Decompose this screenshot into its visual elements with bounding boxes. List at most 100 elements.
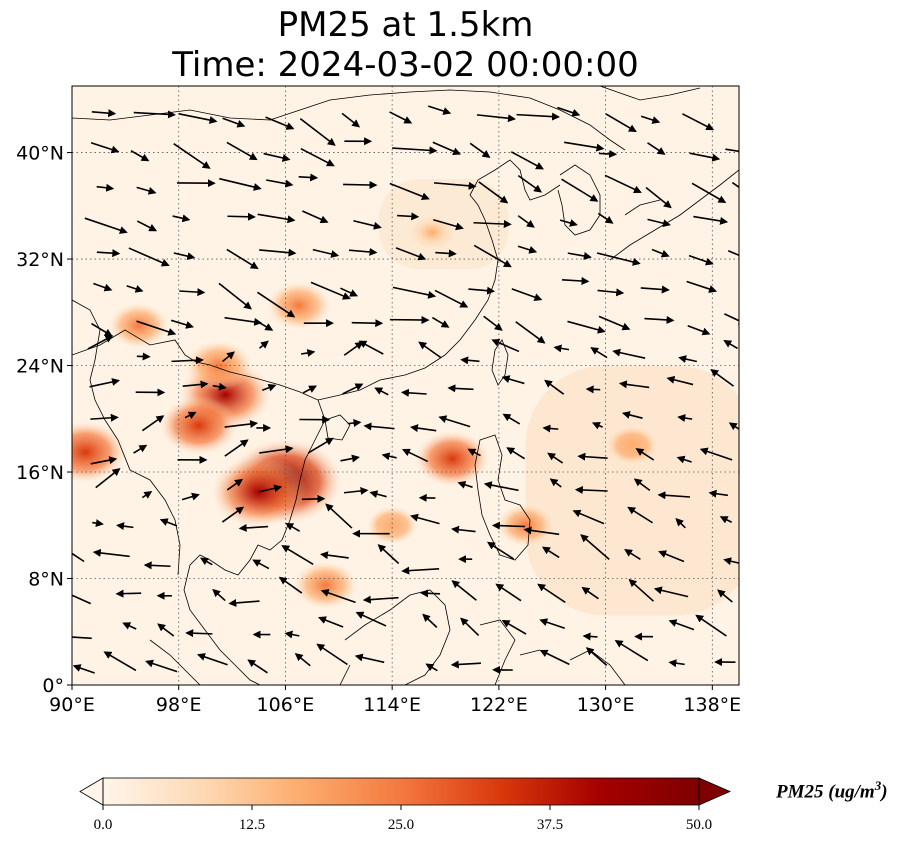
wind-arrow: [420, 589, 441, 598]
wind-arrow: [199, 557, 213, 566]
longitude-ticks: 90°E 98°E 106°E 114°E 122°E 130°E 138°E: [49, 685, 741, 716]
wind-arrow: [431, 316, 450, 328]
wind-arrow: [318, 616, 344, 628]
gridlines: [72, 86, 739, 685]
wind-arrow: [564, 141, 605, 152]
pm25-hotspot: [108, 303, 169, 349]
lon-tick-label: 114°E: [363, 694, 421, 716]
wind-arrow: [90, 141, 120, 154]
wind-arrow: [263, 152, 291, 162]
coastline-sulawesi: [479, 619, 541, 685]
wind-arrow: [395, 247, 427, 261]
wind-arrow: [136, 186, 157, 195]
wind-arrow: [222, 351, 235, 363]
wind-arrow: [678, 355, 698, 363]
wind-arrow: [699, 447, 733, 461]
lon-tick-label: 90°E: [49, 694, 95, 716]
wind-arrow: [143, 561, 171, 570]
wind-arrow: [557, 106, 581, 117]
wind-arrow: [181, 492, 200, 501]
wind-arrow: [666, 375, 694, 386]
wind-arrow: [228, 598, 260, 607]
pm25-hotspot: [210, 455, 307, 528]
wind-arrow: [343, 180, 378, 189]
coastline-korea: [557, 164, 601, 236]
wind-arrow: [561, 178, 599, 202]
wind-arrow: [182, 380, 209, 389]
wind-arrow: [738, 209, 739, 212]
wind-arrow: [708, 489, 729, 498]
wind-arrow: [347, 419, 362, 427]
coastline-japan: [609, 169, 739, 261]
wind-arrow: [567, 320, 606, 334]
wind-arrow: [93, 282, 113, 292]
wind-arrow: [517, 215, 535, 228]
wind-arrow: [227, 212, 256, 221]
wind-arrow: [486, 541, 515, 560]
wind-arrow: [549, 478, 562, 488]
wind-arrow: [300, 147, 335, 167]
wind-arrow: [418, 341, 442, 359]
wind-arrow: [539, 618, 566, 629]
pm25-hotspot: [159, 396, 238, 455]
colorbar: 0.0 12.5 25.0 37.5 50.0: [79, 777, 732, 833]
wind-arrow: [302, 385, 317, 394]
wind-arrow: [539, 649, 570, 666]
wind-arrow: [301, 494, 326, 503]
wind-arrow: [580, 534, 610, 560]
coastline-myanmar: [72, 299, 181, 576]
wind-arrow: [319, 551, 349, 560]
wind-arrow: [116, 522, 134, 531]
wind-arrow: [302, 210, 329, 224]
wind-arrow: [96, 183, 115, 192]
wind-arrow: [84, 217, 128, 234]
coastline-taiwan: [491, 339, 509, 386]
wind-arrow: [547, 452, 564, 464]
wind-arrow: [261, 383, 277, 392]
wind-arrow: [483, 481, 519, 492]
wind-arrow: [516, 112, 560, 121]
wind-arrow: [635, 448, 655, 461]
wind-arrow: [159, 518, 178, 527]
wind-vectors: [72, 105, 739, 674]
wind-arrow: [621, 411, 643, 419]
wind-arrow: [517, 245, 538, 254]
pm25-hotspot: [414, 430, 490, 487]
wind-arrow: [362, 595, 399, 604]
colorbar-label-text: PM25 (ug/m: [776, 781, 875, 803]
wind-arrow: [598, 315, 631, 331]
wind-arrow: [284, 630, 300, 639]
wind-arrow: [300, 349, 316, 357]
wind-arrow: [256, 320, 274, 331]
pm25-hotspot: [497, 504, 554, 547]
wind-arrow: [719, 516, 733, 524]
colorbar-tick-label: 50.0: [686, 817, 712, 833]
wind-arrow: [89, 378, 121, 388]
wind-arrow: [501, 619, 527, 635]
wind-arrow: [651, 248, 670, 258]
wind-arrow: [567, 252, 592, 260]
wind-arrow: [468, 286, 496, 295]
wind-arrow: [515, 321, 546, 344]
wind-arrow: [682, 113, 715, 131]
wind-arrow: [731, 181, 739, 189]
wind-arrow: [389, 111, 413, 124]
pm25-hotspot: [185, 340, 253, 391]
wind-arrow: [72, 664, 95, 674]
wind-arrow: [612, 348, 646, 359]
wind-arrow: [590, 347, 608, 359]
wind-arrow: [258, 340, 269, 349]
wind-arrow: [544, 379, 565, 395]
wind-arrow: [400, 388, 427, 397]
wind-arrow: [469, 142, 491, 158]
coastline-hainan: [324, 414, 351, 441]
wind-arrow: [392, 146, 438, 155]
wind-arrow: [502, 413, 521, 425]
wind-arrow: [542, 424, 559, 433]
wind-arrow: [434, 289, 469, 308]
wind-arrow: [435, 249, 457, 258]
wind-arrow: [624, 549, 641, 560]
wind-arrow: [723, 340, 738, 350]
wind-arrow: [224, 316, 263, 326]
wind-arrow: [676, 455, 692, 464]
